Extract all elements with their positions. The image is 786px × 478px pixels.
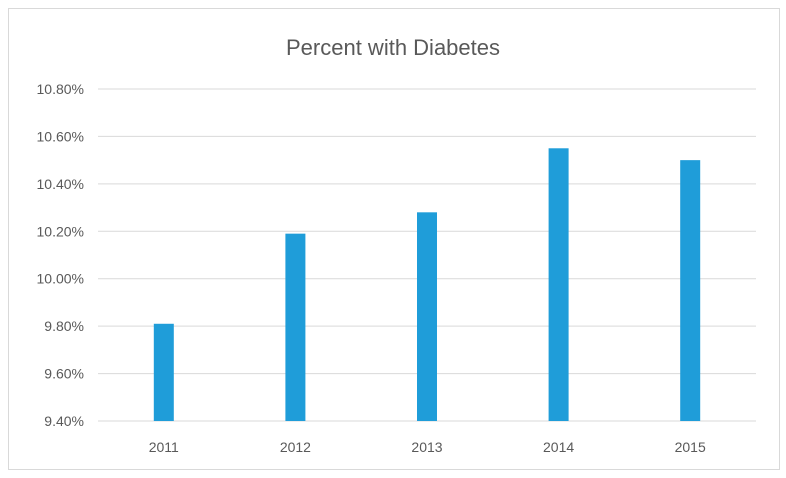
- bars: [153, 148, 701, 422]
- y-tick-label: 10.80%: [37, 81, 84, 97]
- y-tick-label: 9.80%: [44, 318, 84, 334]
- y-tick-label: 10.60%: [37, 128, 84, 144]
- x-tick-label: 2012: [280, 439, 311, 455]
- x-tick-label: 2013: [411, 439, 442, 455]
- y-tick-label: 10.40%: [37, 176, 84, 192]
- x-tick-label: 2011: [149, 439, 179, 455]
- y-axis-tick-labels: 9.40% 9.60% 9.80% 10.00% 10.20% 10.40% 10.60% 1…: [37, 81, 84, 429]
- bar-2013: [417, 212, 437, 421]
- bar-2014: [548, 148, 569, 422]
- x-tick-label: 2014: [543, 439, 574, 455]
- bar-2012: [285, 233, 306, 421]
- chart-title: Percent with Diabetes: [286, 35, 500, 60]
- y-tick-label: 9.60%: [44, 366, 84, 382]
- bar-2015: [680, 160, 701, 421]
- x-tick-label: 2015: [675, 439, 706, 455]
- bar-2011: [153, 323, 174, 421]
- y-tick-label: 10.00%: [37, 271, 84, 287]
- y-tick-label: 10.20%: [37, 223, 84, 239]
- y-tick-label: 9.40%: [44, 413, 84, 429]
- x-axis-tick-labels: 2011 2012 2013 2014 2015: [149, 439, 706, 455]
- chart-frame: [8, 8, 780, 470]
